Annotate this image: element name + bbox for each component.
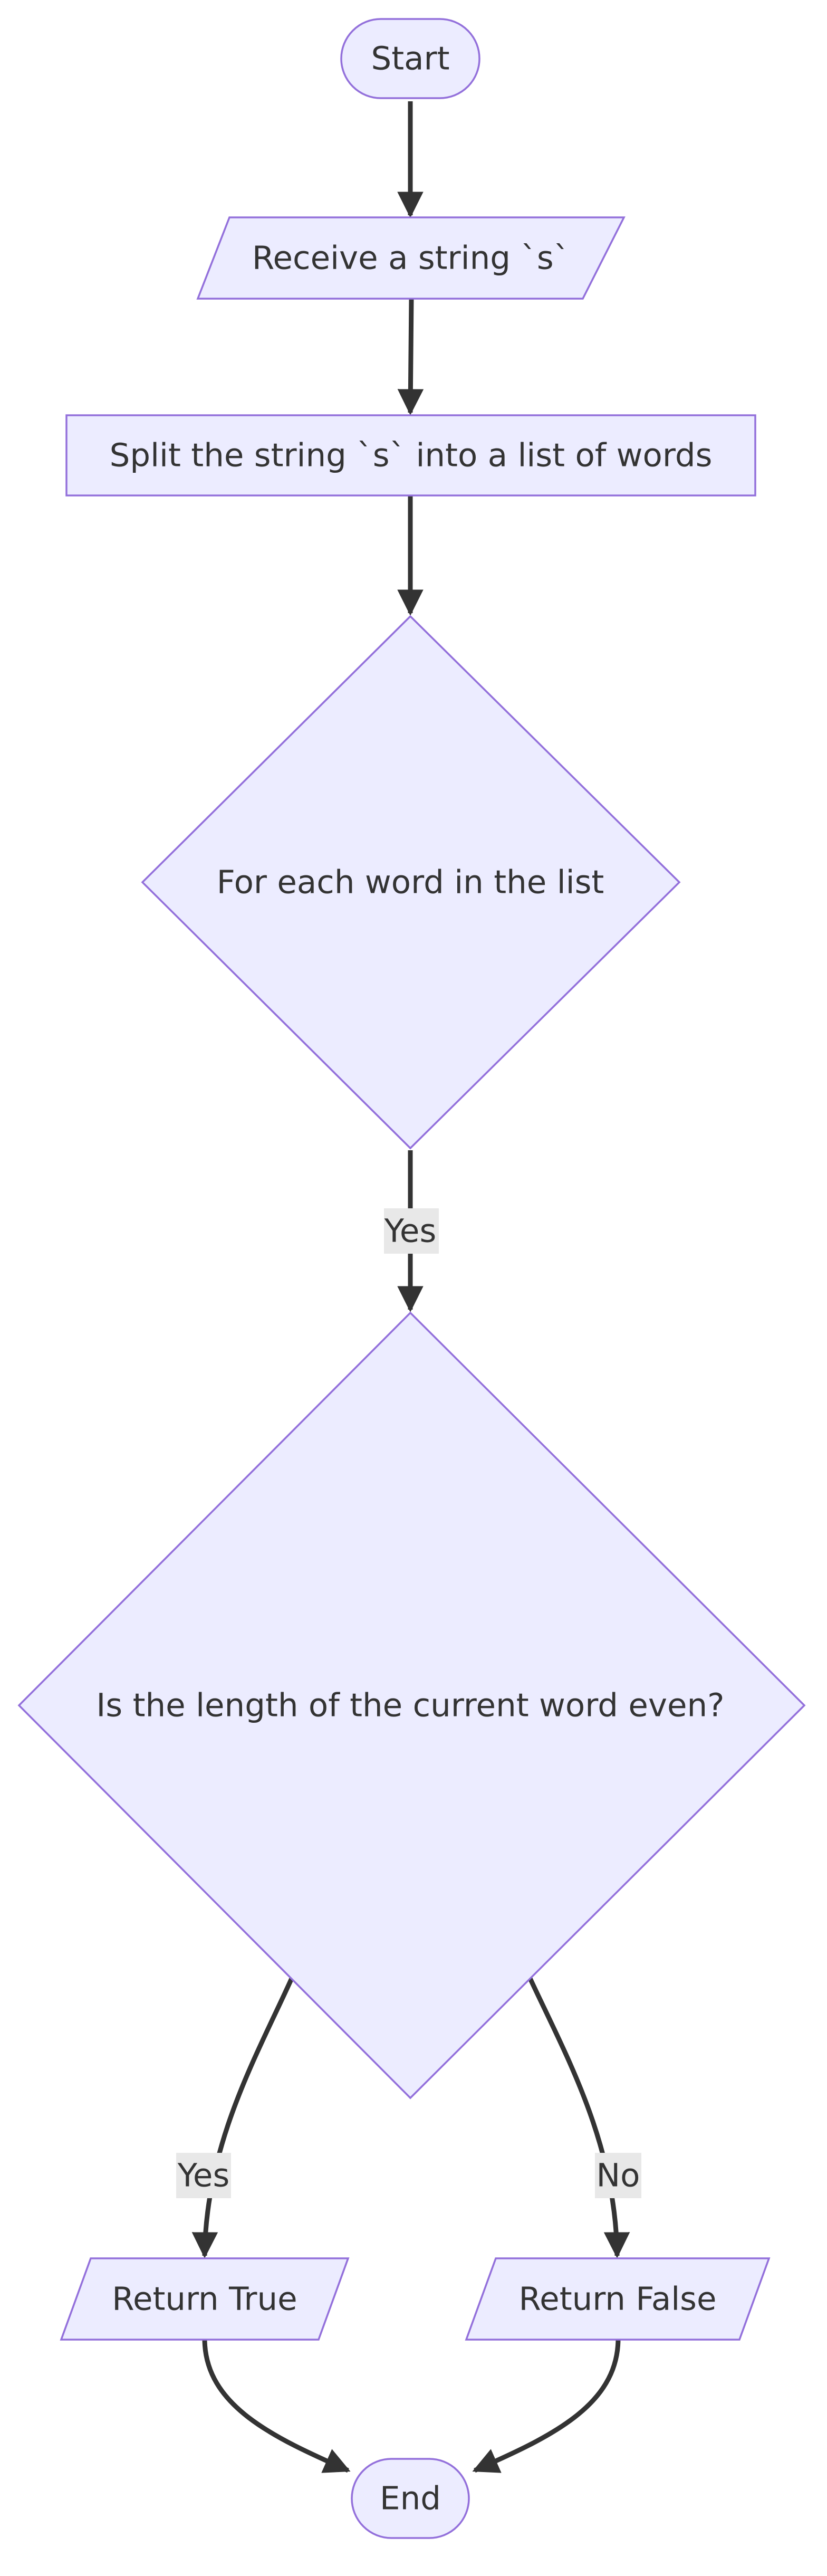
node-split: Split the string `s` into a list of word… <box>65 414 756 497</box>
edge-false-to-end <box>472 2338 621 2473</box>
node-return-false: Return False <box>465 2257 771 2341</box>
node-label: Return True <box>112 2281 297 2318</box>
node-receive: Receive a string `s` <box>196 216 626 300</box>
edge-label-text: Yes <box>177 2157 229 2195</box>
node-label: Is the length of the current word even? <box>96 1687 724 1724</box>
edge-receive-to-split <box>397 297 424 415</box>
node-check: Is the length of the current word even? <box>17 1311 806 2100</box>
node-label: Receive a string `s` <box>252 240 570 277</box>
edges <box>191 101 630 2473</box>
node-label: Start <box>371 40 449 78</box>
node-loop: For each word in the list <box>141 615 681 1150</box>
node-end: End <box>351 2458 470 2539</box>
edge-label-text: No <box>597 2157 640 2195</box>
node-start: Start <box>340 18 480 99</box>
node-label: Split the string `s` into a list of word… <box>110 437 713 474</box>
edge-check-to-false <box>526 1975 630 2258</box>
edge-label-check-to-true: Yes <box>176 2153 231 2198</box>
node-label: End <box>380 2480 441 2517</box>
edge-true-to-end <box>202 2338 351 2473</box>
node-label: For each word in the list <box>217 864 604 901</box>
edge-check-to-true <box>191 1975 295 2258</box>
edge-label-check-to-false: No <box>595 2153 641 2198</box>
node-return-true: Return True <box>60 2257 350 2341</box>
edge-label-loop-to-check: Yes <box>384 1208 439 1254</box>
edge-label-text: Yes <box>384 1213 436 1250</box>
node-label: Return False <box>519 2281 717 2318</box>
